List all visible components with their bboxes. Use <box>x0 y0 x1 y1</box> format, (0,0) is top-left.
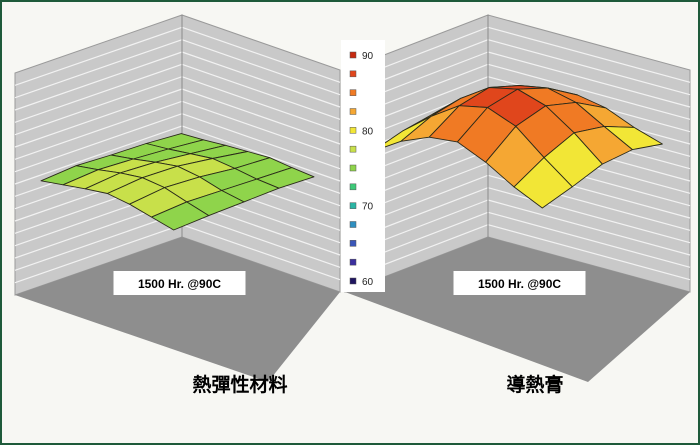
colorbar-tick-label: 90 <box>362 51 374 62</box>
left-panel-tag: 1500 Hr. @90C <box>113 271 246 295</box>
left-wall-gridline <box>181 51 341 108</box>
left-wall-gridline <box>181 26 341 83</box>
left-wall-gridline <box>181 113 341 170</box>
colorbar-swatch <box>349 221 357 228</box>
left-panel-caption: 熱彈性材料 <box>192 374 288 396</box>
colorbar-swatch <box>349 202 357 209</box>
right-surface <box>372 85 663 209</box>
colorbar-swatch <box>349 164 357 172</box>
colorbar-swatch <box>349 70 357 78</box>
right-wall-gridline <box>487 39 691 96</box>
right-panel: 1500 Hr. @90C <box>344 14 691 382</box>
left-wall-gridline <box>181 100 341 157</box>
left-wall-gridline <box>14 88 183 148</box>
left-wall-gridline <box>14 76 183 136</box>
colorbar-swatch <box>349 258 357 266</box>
left-wall-gridline <box>181 76 341 133</box>
colorbar-swatch <box>349 277 357 285</box>
left-wall-gridline <box>14 26 183 86</box>
right-wall-gridline <box>487 26 691 83</box>
colorbar-swatch <box>349 127 357 134</box>
right-wall-gridline <box>487 187 691 244</box>
left-panel-tag-text: 1500 Hr. @90C <box>138 277 221 291</box>
right-panel-tag-text: 1500 Hr. @90C <box>478 277 561 291</box>
right-wall-gridline <box>487 51 691 108</box>
left-wall-gridline <box>14 224 183 284</box>
colorbar-tick-label: 70 <box>362 202 374 213</box>
right-surface-cell <box>513 157 573 209</box>
left-wall-gridline <box>14 113 183 173</box>
left-wall-gridline <box>14 51 183 111</box>
left-wall-gridline <box>14 125 183 185</box>
right-panel-tag: 1500 Hr. @90C <box>453 271 586 295</box>
colorbar-tick-label: 80 <box>362 126 374 137</box>
left-wall-gridline <box>14 211 183 271</box>
colorbar-swatch <box>349 89 357 96</box>
colorbar: 90 80 70 60 <box>341 40 385 292</box>
left-wall-gridline <box>14 39 183 99</box>
colorbar-box <box>341 40 385 292</box>
colorbar-swatch <box>349 108 357 115</box>
left-wall-gridline <box>181 39 341 96</box>
left-wall-gridline <box>181 88 341 145</box>
left-wall-gridline <box>181 125 341 182</box>
colorbar-swatch <box>349 240 357 247</box>
colorbar-tick-label: 60 <box>362 277 374 288</box>
right-panel-tag-box <box>453 271 586 295</box>
left-surface-cell <box>151 201 210 231</box>
colorbar-swatch <box>349 51 357 59</box>
left-panel-tag-box <box>113 271 246 295</box>
left-floor <box>15 237 340 382</box>
right-panel-caption: 導熱膏 <box>506 374 564 396</box>
left-wall-gridline <box>181 211 341 268</box>
colorbar-swatch <box>349 145 357 153</box>
left-surface <box>40 133 315 231</box>
colorbar-swatch <box>349 183 357 191</box>
left-wall-gridline <box>181 224 341 281</box>
right-floor <box>345 237 690 382</box>
right-wall-gridline <box>487 211 691 268</box>
right-wall-gridline <box>487 199 691 256</box>
left-panel: 1500 Hr. @90C <box>14 14 341 382</box>
left-wall-gridline <box>181 63 341 120</box>
left-wall-gridline <box>14 63 183 123</box>
right-wall-gridline <box>487 224 691 281</box>
left-wall-gridline <box>14 100 183 160</box>
right-wall-gridline <box>487 63 691 120</box>
